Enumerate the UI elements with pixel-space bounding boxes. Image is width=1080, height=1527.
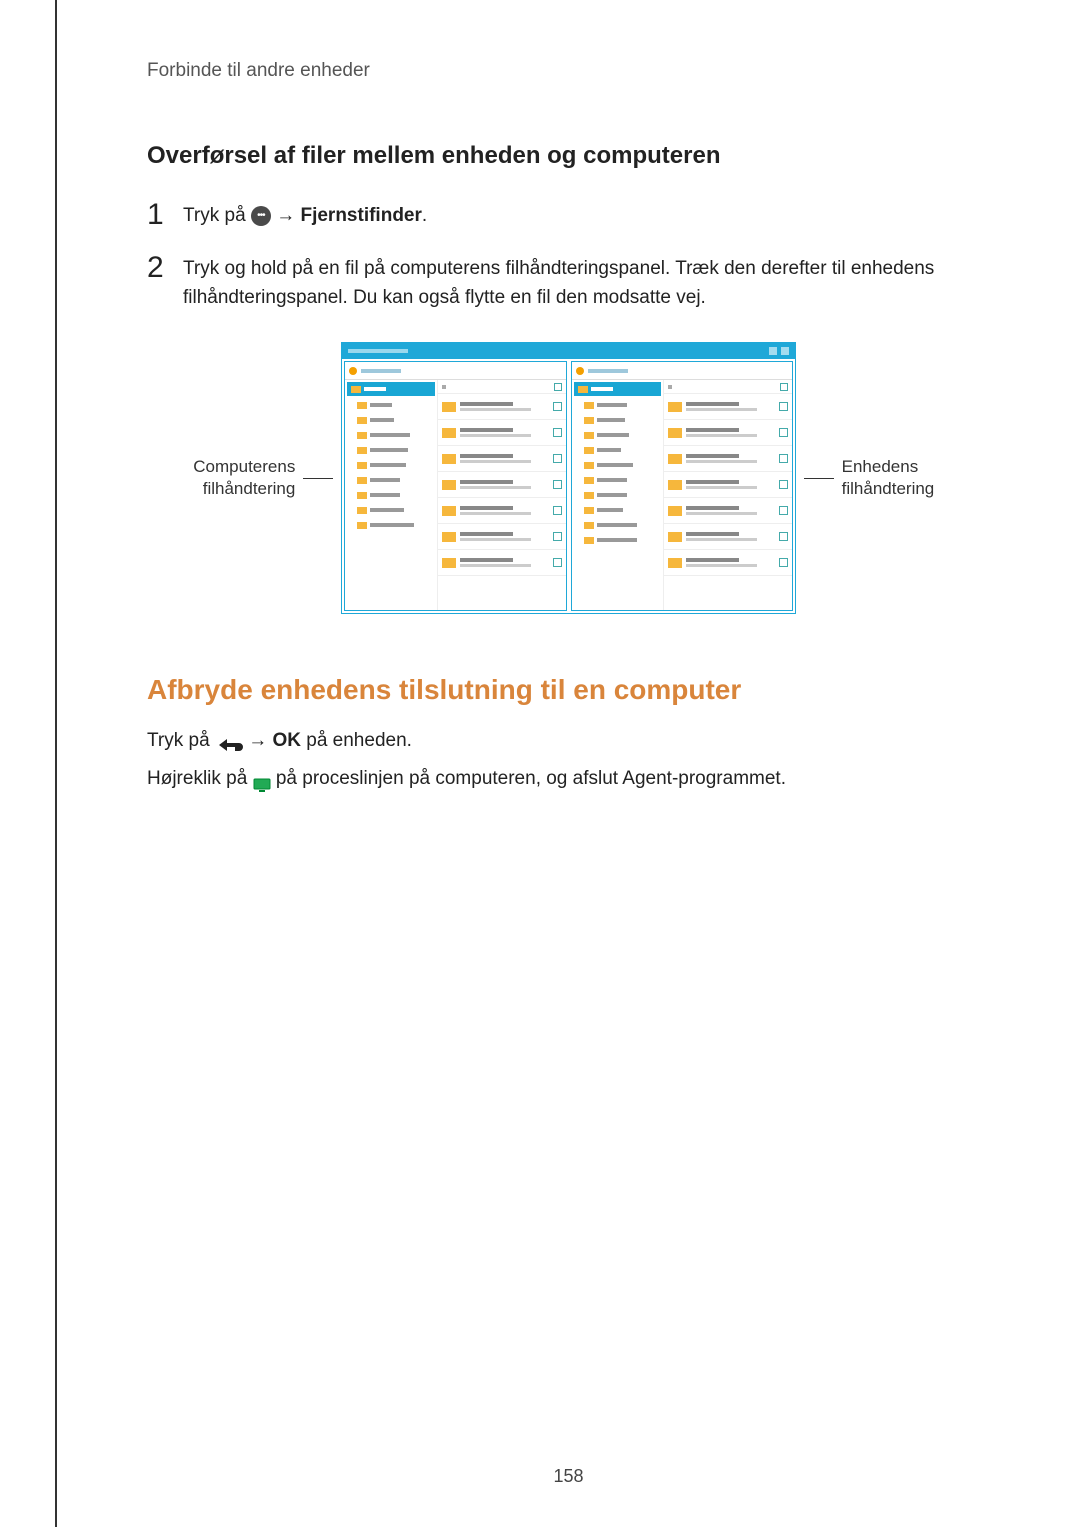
tree-item xyxy=(347,473,435,487)
tree-item xyxy=(574,503,662,517)
pane-computer xyxy=(344,361,566,611)
tree-item xyxy=(574,428,662,442)
more-icon: ••• xyxy=(251,206,271,226)
tree-computer xyxy=(345,380,438,610)
section-title-disconnect: Afbryde enhedens tilslutning til en comp… xyxy=(147,674,990,706)
file-row xyxy=(438,420,566,446)
tree-device xyxy=(572,380,665,610)
tree-item xyxy=(574,488,662,502)
tree-item xyxy=(347,398,435,412)
para1-bold: OK xyxy=(272,730,301,751)
file-row xyxy=(664,550,792,576)
tree-item xyxy=(347,428,435,442)
para1-pre: Tryk på xyxy=(147,730,215,751)
pane-device xyxy=(571,361,793,611)
diagram-container: Computerens filhåndtering xyxy=(147,342,990,614)
file-row xyxy=(438,394,566,420)
file-row xyxy=(438,498,566,524)
step-2-number: 2 xyxy=(147,251,183,284)
tree-item xyxy=(347,443,435,457)
file-row xyxy=(438,472,566,498)
file-row xyxy=(438,550,566,576)
pane-device-head xyxy=(572,362,792,380)
step-1-pre: Tryk på xyxy=(183,205,251,226)
step-1-arrow: → xyxy=(271,205,301,226)
tree-item xyxy=(347,503,435,517)
step-2-text: Tryk og hold på en fil på computerens fi… xyxy=(183,251,990,312)
back-icon xyxy=(215,733,243,749)
subheading-file-transfer: Overførsel af filer mellem enheden og co… xyxy=(147,142,990,170)
page-number: 158 xyxy=(553,1466,583,1487)
callout-device: Enhedens filhåndtering xyxy=(842,456,990,500)
pane-computer-head xyxy=(345,362,565,380)
step-2: 2 Tryk og hold på en fil på computerens … xyxy=(147,251,990,312)
file-row xyxy=(664,394,792,420)
monitor-icon xyxy=(253,772,271,786)
filelist-device xyxy=(664,380,792,610)
file-row xyxy=(664,498,792,524)
step-1-text: Tryk på ••• → Fjernstifinder. xyxy=(183,198,427,231)
tree-item xyxy=(574,398,662,412)
callout-line-right xyxy=(804,478,834,479)
tree-item xyxy=(347,518,435,532)
tree-item xyxy=(574,533,662,547)
callout-computer-l1: Computerens xyxy=(193,457,295,476)
para2-post: på proceslinjen på computeren, og afslut… xyxy=(271,768,786,789)
tree-item xyxy=(574,413,662,427)
step-1: 1 Tryk på ••• → Fjernstifinder. xyxy=(147,198,990,231)
file-row xyxy=(664,446,792,472)
file-manager-diagram xyxy=(341,342,796,614)
tree-item xyxy=(347,458,435,472)
callout-line-left xyxy=(303,478,333,479)
para1-arrow: → xyxy=(243,730,273,751)
callout-computer: Computerens filhåndtering xyxy=(147,456,295,500)
file-row xyxy=(438,524,566,550)
para1-post: på enheden. xyxy=(301,730,412,751)
tree-item xyxy=(574,518,662,532)
tree-item xyxy=(574,458,662,472)
callout-device-l2: filhåndtering xyxy=(842,479,935,498)
step-1-bold: Fjernstifinder xyxy=(300,205,421,226)
para-disconnect-1: Tryk på → OK på enheden. xyxy=(147,726,990,756)
tree-selected-computer xyxy=(347,382,435,396)
tree-item xyxy=(347,488,435,502)
tree-item xyxy=(347,413,435,427)
tree-selected-device xyxy=(574,382,662,396)
file-row xyxy=(664,524,792,550)
file-row xyxy=(438,446,566,472)
diagram-titlebar xyxy=(342,343,795,359)
filelist-computer xyxy=(438,380,566,610)
breadcrumb: Forbinde til andre enheder xyxy=(147,60,990,82)
step-1-post: . xyxy=(422,205,427,226)
para-disconnect-2: Højreklik på på proceslinjen på computer… xyxy=(147,764,990,794)
tree-item xyxy=(574,443,662,457)
tree-item xyxy=(574,473,662,487)
callout-device-l1: Enhedens xyxy=(842,457,919,476)
file-row xyxy=(664,420,792,446)
callout-computer-l2: filhåndtering xyxy=(203,479,296,498)
file-row xyxy=(664,472,792,498)
step-1-number: 1 xyxy=(147,198,183,231)
para2-pre: Højreklik på xyxy=(147,768,253,789)
